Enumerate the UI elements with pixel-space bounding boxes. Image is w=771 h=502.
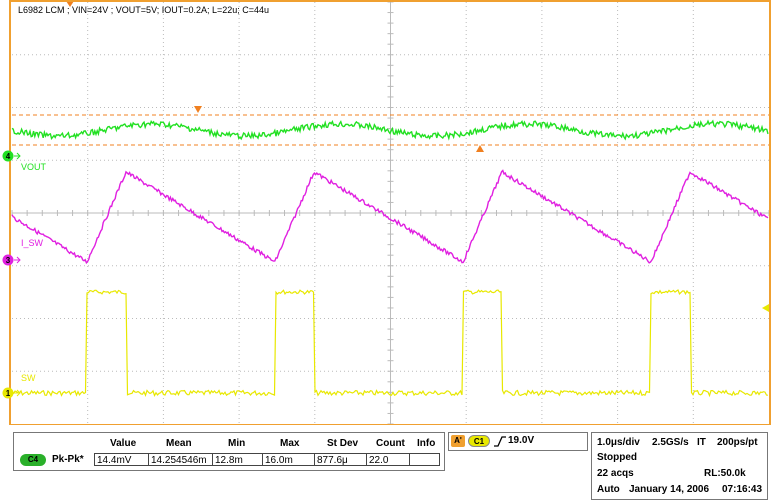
channel-4-label: VOUT	[21, 162, 47, 172]
trigger-position-marker[interactable]	[66, 1, 74, 7]
channel-4-marker[interactable]: 4	[2, 150, 21, 162]
svg-text:4: 4	[6, 152, 11, 161]
resolution: 200ps/pt	[717, 437, 758, 448]
channel-3-marker[interactable]: 3	[2, 254, 21, 266]
acquisition-panel: 1.0μs/div 2.5GS/s IT 200ps/pt Stopped 22…	[591, 432, 768, 500]
meas-info	[409, 453, 440, 466]
trigger-level: 19.0V	[508, 435, 535, 446]
trigger-channel-badge: C1	[468, 435, 490, 447]
trigger-mode: Auto	[597, 484, 620, 495]
svg-text:3: 3	[6, 256, 11, 265]
acq-count: 22 acqs	[597, 468, 634, 479]
graticule	[11, 1, 770, 425]
trace-isw	[11, 169, 769, 265]
timebase[interactable]: 1.0μs/div	[597, 437, 640, 448]
meas-header-stdev: St Dev	[327, 438, 359, 449]
meas-max: 16.0m	[262, 453, 315, 466]
acq-date: January 14, 2006	[629, 484, 710, 495]
acq-time: 07:16:43	[722, 484, 763, 495]
acq-mode: IT	[697, 437, 706, 448]
meas-header-min: Min	[228, 438, 246, 449]
cursor-lines	[12, 1, 769, 312]
meas-channel-badge[interactable]: C4	[20, 454, 46, 466]
cursor-marker-top[interactable]	[194, 106, 202, 113]
sample-rate: 2.5GS/s	[652, 437, 689, 448]
trigger-panel[interactable]: A' C1 19.0V	[448, 432, 588, 451]
meas-header-value: Value	[110, 438, 137, 449]
trigger-level-marker[interactable]	[762, 304, 769, 312]
meas-header-info: Info	[417, 438, 436, 449]
meas-min: 12.8m	[212, 453, 263, 466]
channel-1-marker[interactable]: 1	[2, 387, 21, 399]
meas-value: 14.4mV	[94, 453, 149, 466]
meas-header-mean: Mean	[166, 438, 192, 449]
svg-text:1: 1	[6, 389, 11, 398]
channel-3-label: I_SW	[21, 238, 44, 248]
cursor-marker-bottom[interactable]	[476, 145, 484, 152]
meas-header-count: Count	[376, 438, 405, 449]
trace-sw	[11, 289, 769, 398]
waveform-traces	[11, 119, 769, 398]
meas-name[interactable]: Pk-Pk*	[52, 454, 84, 465]
record-length: RL:50.0k	[704, 468, 746, 479]
trigger-label: A'	[451, 435, 465, 447]
rising-edge-icon	[494, 436, 506, 447]
measurement-panel: Value Mean Min Max St Dev Count Info C4 …	[13, 432, 445, 471]
scope-title: L6982 LCM ; VIN=24V ; VOUT=5V; IOUT=0.2A…	[18, 5, 269, 15]
meas-mean: 14.254546m	[148, 453, 213, 466]
acq-state: Stopped	[597, 452, 637, 463]
display-frame	[9, 0, 771, 425]
meas-count: 22.0	[366, 453, 410, 466]
channel-1-label: SW	[21, 373, 36, 383]
meas-stdev: 877.6μ	[314, 453, 367, 466]
scope-display: L6982 LCM ; VIN=24V ; VOUT=5V; IOUT=0.2A…	[2, 0, 771, 425]
trace-vout	[11, 119, 769, 141]
meas-header-max: Max	[280, 438, 300, 449]
